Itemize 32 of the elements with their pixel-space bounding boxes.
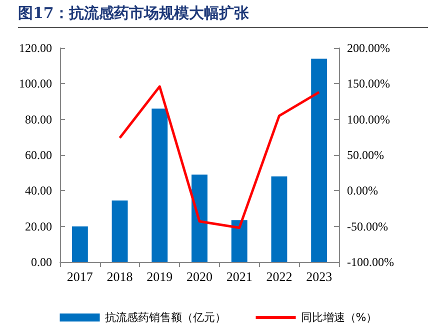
y-tick-label: 80.00	[25, 112, 52, 126]
x-tick-label: 2021	[226, 269, 252, 284]
y-tick-label: 120.00	[19, 41, 52, 55]
legend-label: 抗流感药销售额（亿元）	[104, 311, 226, 324]
bar	[192, 174, 208, 262]
bar	[152, 108, 168, 262]
x-tick-label: 2017	[66, 269, 94, 284]
bar	[72, 226, 88, 262]
y2-tick-label: 100.00%	[347, 112, 390, 126]
y2-tick-label: -100.00%	[347, 255, 394, 269]
x-tick-label: 2018	[106, 269, 133, 284]
chart-title: 图17：抗流感药市场规模大幅扩张	[18, 4, 249, 23]
bar	[231, 220, 248, 262]
bar	[311, 58, 328, 262]
y-tick-label: 60.00	[25, 148, 52, 162]
y-tick-label: 40.00	[25, 184, 52, 198]
x-tick-label: 2020	[186, 269, 212, 284]
y2-tick-label: 50.00%	[347, 148, 384, 162]
y-tick-label: 100.00	[19, 76, 52, 91]
x-tick-label: 2019	[146, 269, 173, 284]
line-series	[118, 85, 320, 230]
y2-tick-label: -50.00%	[347, 219, 388, 234]
x-tick-label: 2023	[306, 269, 332, 284]
y-tick-label: 20.00	[25, 219, 52, 234]
legend-label: 同比增速（%）	[300, 311, 378, 324]
y-tick-label: 0.00	[31, 255, 52, 269]
bar	[271, 176, 288, 262]
y2-tick-label: 150.00%	[347, 76, 390, 91]
bar	[112, 200, 128, 262]
x-tick-label: 2022	[266, 269, 292, 284]
y2-tick-label: 0.00%	[347, 184, 378, 198]
y2-tick-label: 200.00%	[347, 41, 390, 55]
